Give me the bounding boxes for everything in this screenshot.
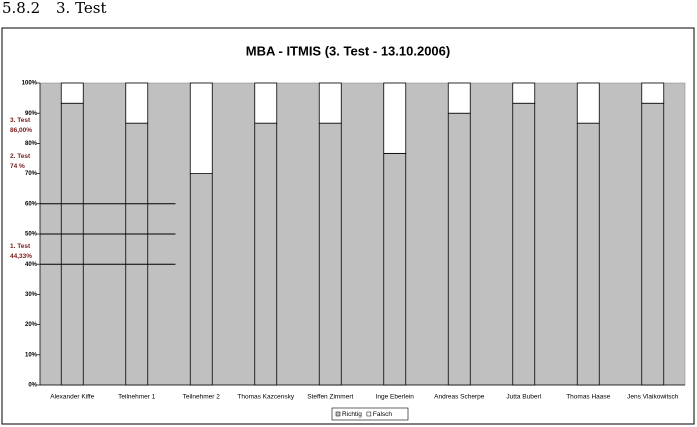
bar-segment: [254, 122, 278, 386]
y-tick-label: 50%: [25, 232, 38, 238]
x-tick-label: Alexander Kiffe: [50, 394, 94, 401]
y-tick-label: 0%: [28, 383, 37, 389]
legend-label: Falsch: [373, 411, 393, 418]
bar-segment: [60, 82, 84, 104]
bar-segment: [512, 102, 536, 386]
bar-segment: [447, 112, 471, 386]
section-title: 3. Test: [56, 0, 107, 17]
bar-segment: [641, 82, 665, 104]
bar-segment: [318, 82, 342, 124]
bar-segment: [189, 82, 213, 174]
legend-label: Richtig: [342, 411, 362, 418]
annotation: 3. Test: [10, 117, 31, 124]
annotation: 74 %: [10, 163, 25, 170]
x-tick-label: Inge Eberlein: [376, 394, 415, 401]
x-tick-label: Steffen Zimmert: [307, 394, 353, 401]
bar-segment: [60, 102, 84, 386]
annotation: 86,00%: [10, 127, 32, 134]
y-tick-label: 100%: [22, 81, 38, 87]
x-tick-label: Andreas Scherpe: [434, 394, 485, 401]
annotation: 44,33%: [10, 253, 32, 260]
bar-segment: [383, 152, 407, 386]
bar-segment: [576, 122, 600, 386]
bar-segment: [254, 82, 278, 124]
legend-swatch: [335, 411, 341, 417]
y-tick-label: 90%: [25, 111, 38, 117]
bar-segment: [641, 102, 665, 386]
x-tick-label: Thomas Haase: [566, 394, 610, 401]
bar-segment: [125, 82, 149, 124]
x-tick-label: Jens Vlaikowitsch: [627, 394, 679, 401]
y-tick-label: 60%: [25, 201, 38, 207]
x-tick-label: Teilnehmer 2: [183, 394, 221, 401]
bar-segment: [125, 122, 149, 386]
x-tick-label: Teilnehmer 1: [118, 394, 156, 401]
y-tick-label: 20%: [25, 322, 38, 328]
bar-segment: [383, 82, 407, 154]
bar-segment: [576, 82, 600, 124]
y-tick-label: 80%: [25, 141, 38, 147]
bar-segment: [512, 82, 536, 104]
y-tick-label: 40%: [25, 262, 38, 268]
x-tick-label: Thomas Kazcensky: [237, 394, 294, 401]
y-tick-label: 30%: [25, 292, 38, 298]
bar-segment: [447, 82, 471, 114]
annotation: 2. Test: [10, 153, 31, 160]
annotation: 1. Test: [10, 243, 31, 250]
section-number: 5.8.2: [2, 0, 40, 17]
bar-segment: [189, 173, 213, 386]
bar-segment: [318, 122, 342, 386]
chart-title: MBA - ITMIS (3. Test - 13.10.2006): [246, 43, 450, 58]
y-tick-label: 70%: [25, 171, 38, 177]
x-tick-label: Jutta Buberl: [506, 394, 541, 401]
legend-swatch: [366, 411, 372, 417]
y-tick-label: 10%: [25, 352, 38, 358]
